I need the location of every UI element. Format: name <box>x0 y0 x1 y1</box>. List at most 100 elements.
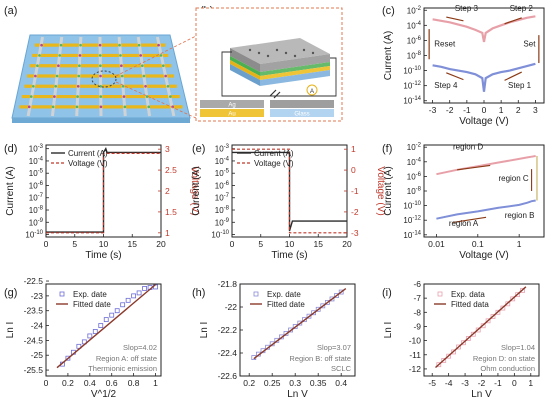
f-arrow <box>452 216 487 223</box>
junction-dot <box>76 95 79 98</box>
i-ytick-label: -8 <box>413 307 421 317</box>
h-xtick-label: 0.3 <box>289 378 301 388</box>
i-legend-text: Exp. data <box>451 290 485 299</box>
i-xlabel: Ln V <box>471 389 492 400</box>
c-xtick-label: -3 <box>429 105 437 115</box>
c-annotation: Step 3 <box>455 4 479 13</box>
e-ytick-label: 10-10 <box>211 230 229 240</box>
legend-swatch <box>200 100 264 108</box>
junction-dot <box>38 54 41 57</box>
junction-dot <box>58 54 62 57</box>
d-xlabel: Time (s) <box>85 250 121 261</box>
f-series-line <box>436 199 536 220</box>
h-data-point <box>334 293 340 298</box>
d-y2tick-label: 1 <box>165 228 170 238</box>
g-legend-text: Fitted date <box>73 300 111 309</box>
g-legend-swatch <box>59 291 65 297</box>
junction-dot <box>120 74 124 78</box>
junction-dot <box>98 54 102 57</box>
junction-dot <box>53 95 56 98</box>
e-legend-text: Current (A) <box>254 149 294 158</box>
junction-dot <box>122 95 126 98</box>
f-ytick-label: 10-6 <box>407 172 422 182</box>
f-ylabel: Current (A) <box>383 166 394 215</box>
au-layer <box>260 66 330 80</box>
f-xlabel: Voltage (V) <box>459 250 508 261</box>
junction-dot <box>159 54 163 57</box>
i-xtick-label: -2 <box>478 378 486 388</box>
junction-dot <box>99 105 103 109</box>
h-data-point <box>324 299 330 305</box>
i-data-point <box>470 331 476 337</box>
i-data-point <box>520 287 525 293</box>
d-ytick-label: 10-3 <box>29 144 44 154</box>
e-ylabel: Current (A) <box>191 166 202 215</box>
junction-dot <box>164 74 167 78</box>
h-fit-line <box>253 288 347 360</box>
i-data-point <box>456 344 461 350</box>
i-ytick-label: -10 <box>409 336 422 346</box>
film-layer <box>230 56 260 76</box>
junction-dot <box>120 64 123 68</box>
d-xtick-label: 20 <box>156 239 166 249</box>
junction-dot <box>34 74 37 78</box>
junction-dot <box>77 74 81 78</box>
c-series-line <box>432 62 536 92</box>
junction-dot <box>59 43 63 47</box>
d-y2tick-label: 2 <box>165 186 170 196</box>
h-xtick-label: 0.35 <box>310 378 327 388</box>
i-data-point <box>490 314 496 319</box>
i-fit-line <box>435 286 527 369</box>
i-ytick-label: -11 <box>409 350 421 360</box>
h-data-point <box>315 306 321 312</box>
junction-dot <box>166 84 170 88</box>
e-current-line <box>232 151 347 232</box>
d-ylabel: Current (A) <box>5 166 16 215</box>
i-data-point <box>485 318 491 324</box>
g-ylabel: Ln I <box>5 322 16 339</box>
i-data-point <box>451 349 456 355</box>
g-data-point <box>98 323 104 328</box>
e-ytick-label: 10-4 <box>215 156 230 166</box>
junction-dot <box>55 74 59 78</box>
d-voltage-line <box>46 152 161 234</box>
d-xtick-label: 15 <box>128 239 138 249</box>
e-y2tick-label: -1 <box>351 186 359 196</box>
g-xtick-label: 0 <box>44 378 49 388</box>
junction-dot <box>54 84 58 88</box>
c-arrow <box>504 71 522 81</box>
i-ytick-label: -9 <box>413 321 421 331</box>
h-ylabel: Ln I <box>199 322 210 339</box>
junction-dot <box>75 105 79 109</box>
c-arrow <box>446 16 464 22</box>
d-legend-text: Voltage (V) <box>68 159 108 168</box>
junction-dot <box>57 64 60 68</box>
i-xtick-label: -4 <box>445 378 453 388</box>
glass-layer <box>260 70 330 86</box>
junction-dot <box>121 84 125 88</box>
h-ytick-label: -22 <box>225 302 238 312</box>
junction-dot <box>147 105 151 109</box>
h-data-point <box>301 317 307 323</box>
junction-dot <box>27 105 31 109</box>
nanoparticle-dot <box>302 48 306 52</box>
junction-dot <box>142 74 146 78</box>
c-xtick-label: 1 <box>499 105 504 115</box>
f-ytick-label: 10-4 <box>407 157 422 167</box>
panel-c: (c) -3 -2 -1 0 1 2 3 10-14 10-12 10-10 10-8 10-6 10-4… <box>382 4 545 127</box>
junction-dot <box>76 84 80 88</box>
g-data-point <box>87 333 93 339</box>
i-xtick-label: 0 <box>512 378 517 388</box>
panel-i: (i)-5 -4 -3 -2 -1 0 1-12-11-10-9-8-7-6Ln VLn I… <box>382 279 540 400</box>
g-xtick-label: 0.4 <box>84 378 96 388</box>
i-ytick-label: -6 <box>413 279 421 289</box>
h-data-point <box>297 320 303 326</box>
d-xtick-label: 0 <box>44 239 49 249</box>
i-data-point <box>510 296 516 302</box>
d-ytick-label: 10-6 <box>29 181 44 191</box>
d-current-line <box>46 147 161 233</box>
g-ytick-label: -23.5 <box>24 306 44 316</box>
c-xtick-label: 0 <box>482 105 487 115</box>
nanoparticle-dot <box>248 48 252 52</box>
